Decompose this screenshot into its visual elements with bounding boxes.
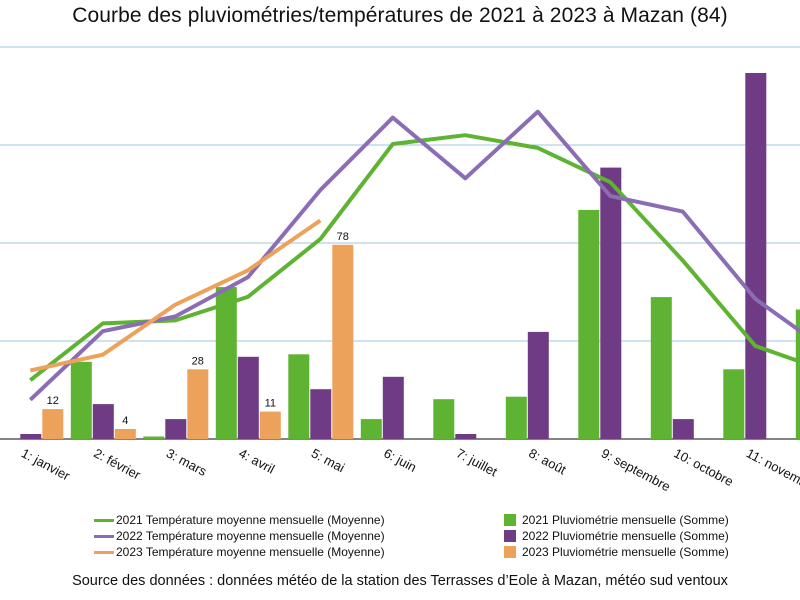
- bar-data-label: 28: [192, 355, 204, 367]
- legend-swatch: [94, 535, 114, 538]
- legend-label: 2022 Température moyenne mensuelle (Moye…: [116, 529, 385, 543]
- bar-data-label: 78: [337, 231, 349, 243]
- bar-1-9: [578, 209, 600, 439]
- bar-1-4: [215, 287, 237, 439]
- bar-1-8: [505, 396, 527, 439]
- line-layer: [28, 109, 800, 402]
- legend-swatch: [94, 519, 114, 522]
- bar-1-12: [795, 309, 800, 439]
- bar-1-3: [143, 436, 165, 439]
- legend-swatch: [504, 546, 516, 558]
- bar-3-4: [259, 411, 281, 439]
- source-note: Source des données : données météo de la…: [72, 573, 728, 589]
- bar-1-5: [288, 354, 310, 439]
- bar-2-3: [165, 419, 187, 439]
- temp-line-2: [28, 109, 800, 402]
- legend-label: 2021 Pluviométrie mensuelle (Somme): [522, 513, 729, 527]
- bar-2-4: [237, 356, 259, 439]
- bar-2-6: [382, 376, 404, 439]
- bar-1-7: [433, 399, 455, 439]
- legend-swatch: [504, 530, 516, 542]
- bar-3-2: [114, 429, 136, 439]
- bar-2-7: [455, 434, 477, 439]
- bar-data-label: 12: [47, 395, 59, 407]
- bar-2-2: [92, 404, 114, 439]
- bar-data-label: 11: [265, 398, 276, 410]
- legend-label: 2023 Température moyenne mensuelle (Moye…: [116, 545, 385, 559]
- bar-2-5: [310, 389, 332, 439]
- chart-title: Courbe des pluviométries/températures de…: [72, 4, 728, 27]
- bar-2-8: [527, 331, 549, 439]
- bar-2-1: [20, 434, 42, 439]
- temp-line-3: [29, 218, 322, 373]
- bar-1-10: [650, 297, 672, 439]
- bar-1-2: [70, 361, 92, 439]
- bar-3-5: [332, 244, 354, 439]
- bar-2-9: [600, 167, 622, 439]
- bar-3-1: [42, 409, 64, 439]
- bar-data-label: 4: [122, 415, 128, 427]
- legend-label: 2022 Pluviométrie mensuelle (Somme): [522, 529, 729, 543]
- bar-3-3: [187, 369, 209, 439]
- legend-label: 2021 Température moyenne mensuelle (Moye…: [116, 513, 385, 527]
- label-layer: 12 4 28 11 78: [47, 231, 349, 427]
- legend-swatch: [504, 514, 516, 526]
- bar-1-11: [723, 369, 745, 439]
- legend-label: 2023 Pluviométrie mensuelle (Somme): [522, 545, 729, 559]
- legend-swatch: [94, 551, 114, 554]
- bar-2-10: [672, 419, 694, 439]
- bar-1-6: [360, 419, 382, 439]
